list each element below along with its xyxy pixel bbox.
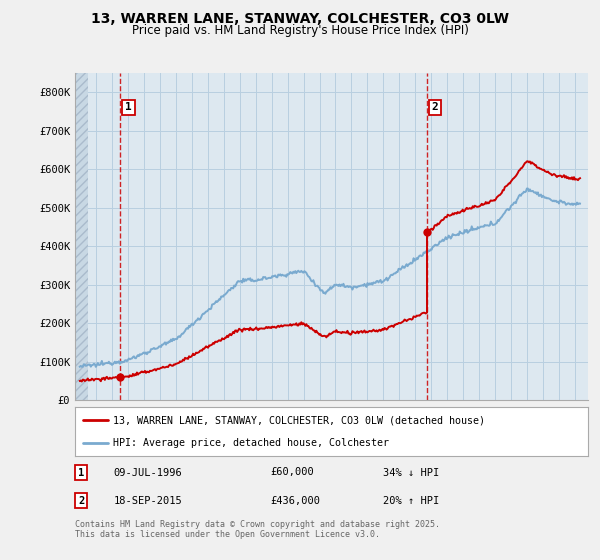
Bar xyxy=(75,73,88,400)
Text: HPI: Average price, detached house, Colchester: HPI: Average price, detached house, Colc… xyxy=(113,438,389,448)
Text: 09-JUL-1996: 09-JUL-1996 xyxy=(113,468,182,478)
Text: 34% ↓ HPI: 34% ↓ HPI xyxy=(383,468,439,478)
Text: 20% ↑ HPI: 20% ↑ HPI xyxy=(383,496,439,506)
Text: 2: 2 xyxy=(432,102,439,113)
Text: 1: 1 xyxy=(125,102,132,113)
Text: 13, WARREN LANE, STANWAY, COLCHESTER, CO3 0LW: 13, WARREN LANE, STANWAY, COLCHESTER, CO… xyxy=(91,12,509,26)
Text: £436,000: £436,000 xyxy=(270,496,320,506)
Text: 1: 1 xyxy=(78,468,84,478)
Text: £60,000: £60,000 xyxy=(270,468,314,478)
Text: Price paid vs. HM Land Registry's House Price Index (HPI): Price paid vs. HM Land Registry's House … xyxy=(131,24,469,37)
Text: 13, WARREN LANE, STANWAY, COLCHESTER, CO3 0LW (detached house): 13, WARREN LANE, STANWAY, COLCHESTER, CO… xyxy=(113,416,485,426)
Text: Contains HM Land Registry data © Crown copyright and database right 2025.
This d: Contains HM Land Registry data © Crown c… xyxy=(75,520,440,539)
Text: 2: 2 xyxy=(78,496,84,506)
Text: 18-SEP-2015: 18-SEP-2015 xyxy=(113,496,182,506)
